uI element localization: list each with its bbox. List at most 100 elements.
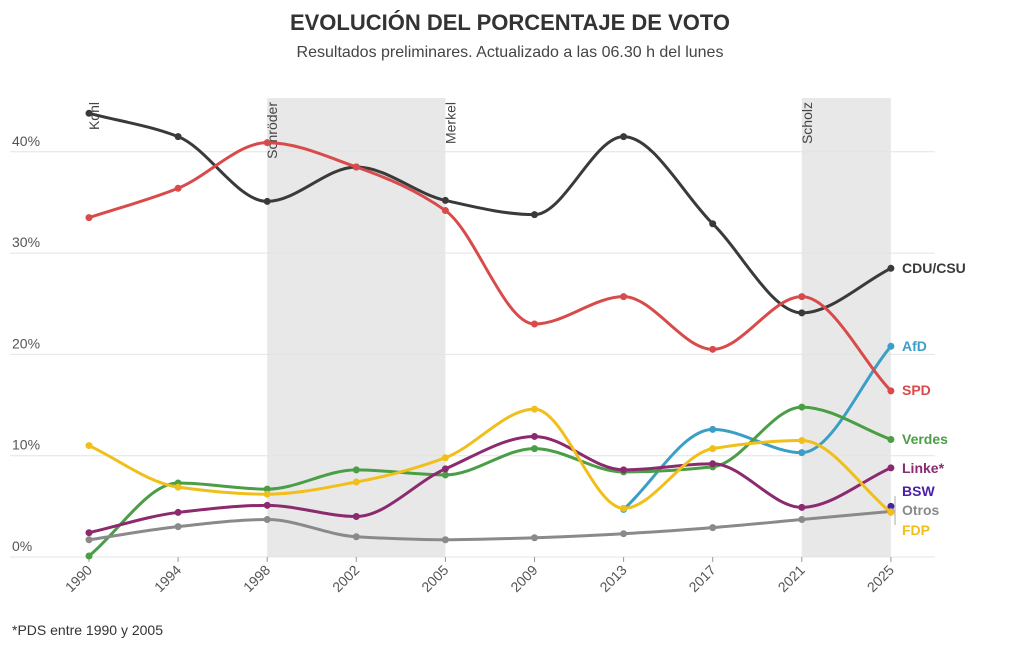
series-cducsu: CDU/CSU <box>85 109 966 317</box>
x-tick-label: 2025 <box>864 562 897 595</box>
series-line <box>88 407 892 514</box>
x-tick-label: 2021 <box>775 562 808 595</box>
chart-title: EVOLUCIÓN DEL PORCENTAJE DE VOTO <box>289 10 731 35</box>
data-point <box>441 465 449 473</box>
data-point <box>709 445 717 453</box>
data-point <box>620 466 628 474</box>
series-linke: Linke* <box>85 432 945 537</box>
data-point <box>709 425 717 433</box>
data-point <box>709 345 717 353</box>
y-tick-label: 40% <box>12 133 40 149</box>
data-point <box>352 163 360 171</box>
data-point <box>352 512 360 520</box>
data-point <box>887 264 895 272</box>
series-label: AfD <box>902 338 927 354</box>
data-point <box>887 464 895 472</box>
series-line <box>88 141 892 392</box>
data-point <box>85 536 93 544</box>
data-point <box>798 503 806 511</box>
data-point <box>887 508 895 516</box>
y-tick-label: 0% <box>12 538 32 554</box>
series-line <box>88 509 892 542</box>
series-label: CDU/CSU <box>902 260 966 276</box>
data-point <box>798 449 806 457</box>
x-tick-label: 1994 <box>151 562 184 595</box>
series-label: Linke* <box>902 460 945 476</box>
data-point <box>887 342 895 350</box>
series-label: SPD <box>902 382 931 398</box>
series-line <box>88 111 892 315</box>
chancellor-label: Merkel <box>442 102 458 144</box>
data-point <box>174 523 182 531</box>
data-point <box>263 139 271 147</box>
data-point <box>263 485 271 493</box>
data-point <box>531 320 538 328</box>
data-point <box>798 437 806 445</box>
data-point <box>85 109 93 117</box>
data-point <box>798 403 806 411</box>
data-point <box>352 478 360 486</box>
data-point <box>798 516 806 524</box>
chart-subtitle: Resultados preliminares. Actualizado a l… <box>296 44 724 61</box>
data-point <box>85 529 93 537</box>
data-point <box>798 309 806 317</box>
data-point <box>887 502 895 510</box>
data-point <box>263 501 271 509</box>
period-band <box>801 98 891 557</box>
x-tick-label: 2009 <box>507 562 540 595</box>
chancellor-label: Schröder <box>264 102 280 159</box>
series-spd: SPD <box>85 139 931 398</box>
x-tick-label: 2005 <box>418 562 451 595</box>
data-point <box>441 454 449 462</box>
data-point <box>352 533 360 541</box>
data-point <box>531 432 538 440</box>
data-point <box>531 405 538 413</box>
data-point <box>85 442 93 450</box>
y-tick-label: 30% <box>12 234 40 250</box>
data-point <box>174 483 182 491</box>
data-point <box>531 211 538 219</box>
data-point <box>887 435 895 443</box>
data-point <box>85 214 93 222</box>
series-label: Verdes <box>902 431 948 447</box>
data-point <box>174 133 182 141</box>
data-point <box>441 536 449 544</box>
data-point <box>174 184 182 192</box>
series-fdp: FDP <box>85 405 930 538</box>
data-point <box>174 508 182 516</box>
data-point <box>709 524 717 532</box>
data-point <box>709 220 717 228</box>
series-label: BSW <box>902 483 935 499</box>
data-point <box>620 133 628 141</box>
series-label: FDP <box>902 522 930 538</box>
x-tick-label: 2013 <box>596 562 629 595</box>
x-tick-label: 1990 <box>62 562 95 595</box>
y-tick-label: 20% <box>12 335 40 351</box>
data-point <box>441 471 449 479</box>
y-tick-label: 10% <box>12 437 40 453</box>
data-point <box>620 293 628 301</box>
x-tick-label: 2002 <box>329 562 362 595</box>
series-label: Otros <box>902 502 940 518</box>
chancellor-label: Scholz <box>799 102 815 144</box>
series-verdes: Verdes <box>85 403 948 560</box>
data-point <box>709 460 717 468</box>
footnote: *PDS entre 1990 y 2005 <box>12 622 163 638</box>
data-point <box>441 196 449 204</box>
series-line <box>88 405 892 558</box>
data-point <box>85 552 93 560</box>
data-point <box>263 197 271 205</box>
data-point <box>352 466 360 474</box>
series-line <box>88 434 892 535</box>
series-bsw: BSW <box>887 483 935 510</box>
data-point <box>798 293 806 301</box>
data-point <box>531 534 538 542</box>
data-point <box>620 530 628 538</box>
data-point <box>620 504 628 512</box>
data-point <box>263 516 271 524</box>
data-point <box>441 207 449 215</box>
data-point <box>887 387 895 395</box>
data-point <box>531 445 538 453</box>
x-tick-label: 1998 <box>240 562 273 595</box>
